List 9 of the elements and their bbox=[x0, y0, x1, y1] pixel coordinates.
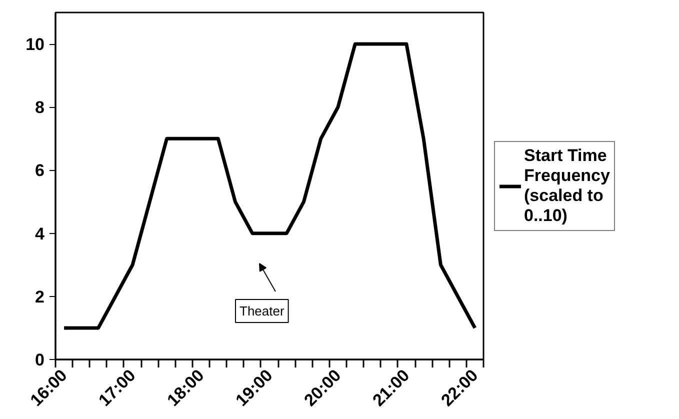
line-series bbox=[62, 42, 477, 330]
y-tick-label: 0 bbox=[35, 350, 45, 370]
y-tick-label: 6 bbox=[35, 161, 45, 180]
annotation: Theater bbox=[240, 304, 285, 318]
y-tick-label: 4 bbox=[35, 224, 46, 244]
y-tick-label: 2 bbox=[35, 287, 45, 306]
y-tick-label: 8 bbox=[35, 98, 45, 118]
legend-label: Start Time Frequency (scaled to 0..10) bbox=[524, 146, 610, 226]
y-tick-label: 10 bbox=[26, 35, 45, 54]
